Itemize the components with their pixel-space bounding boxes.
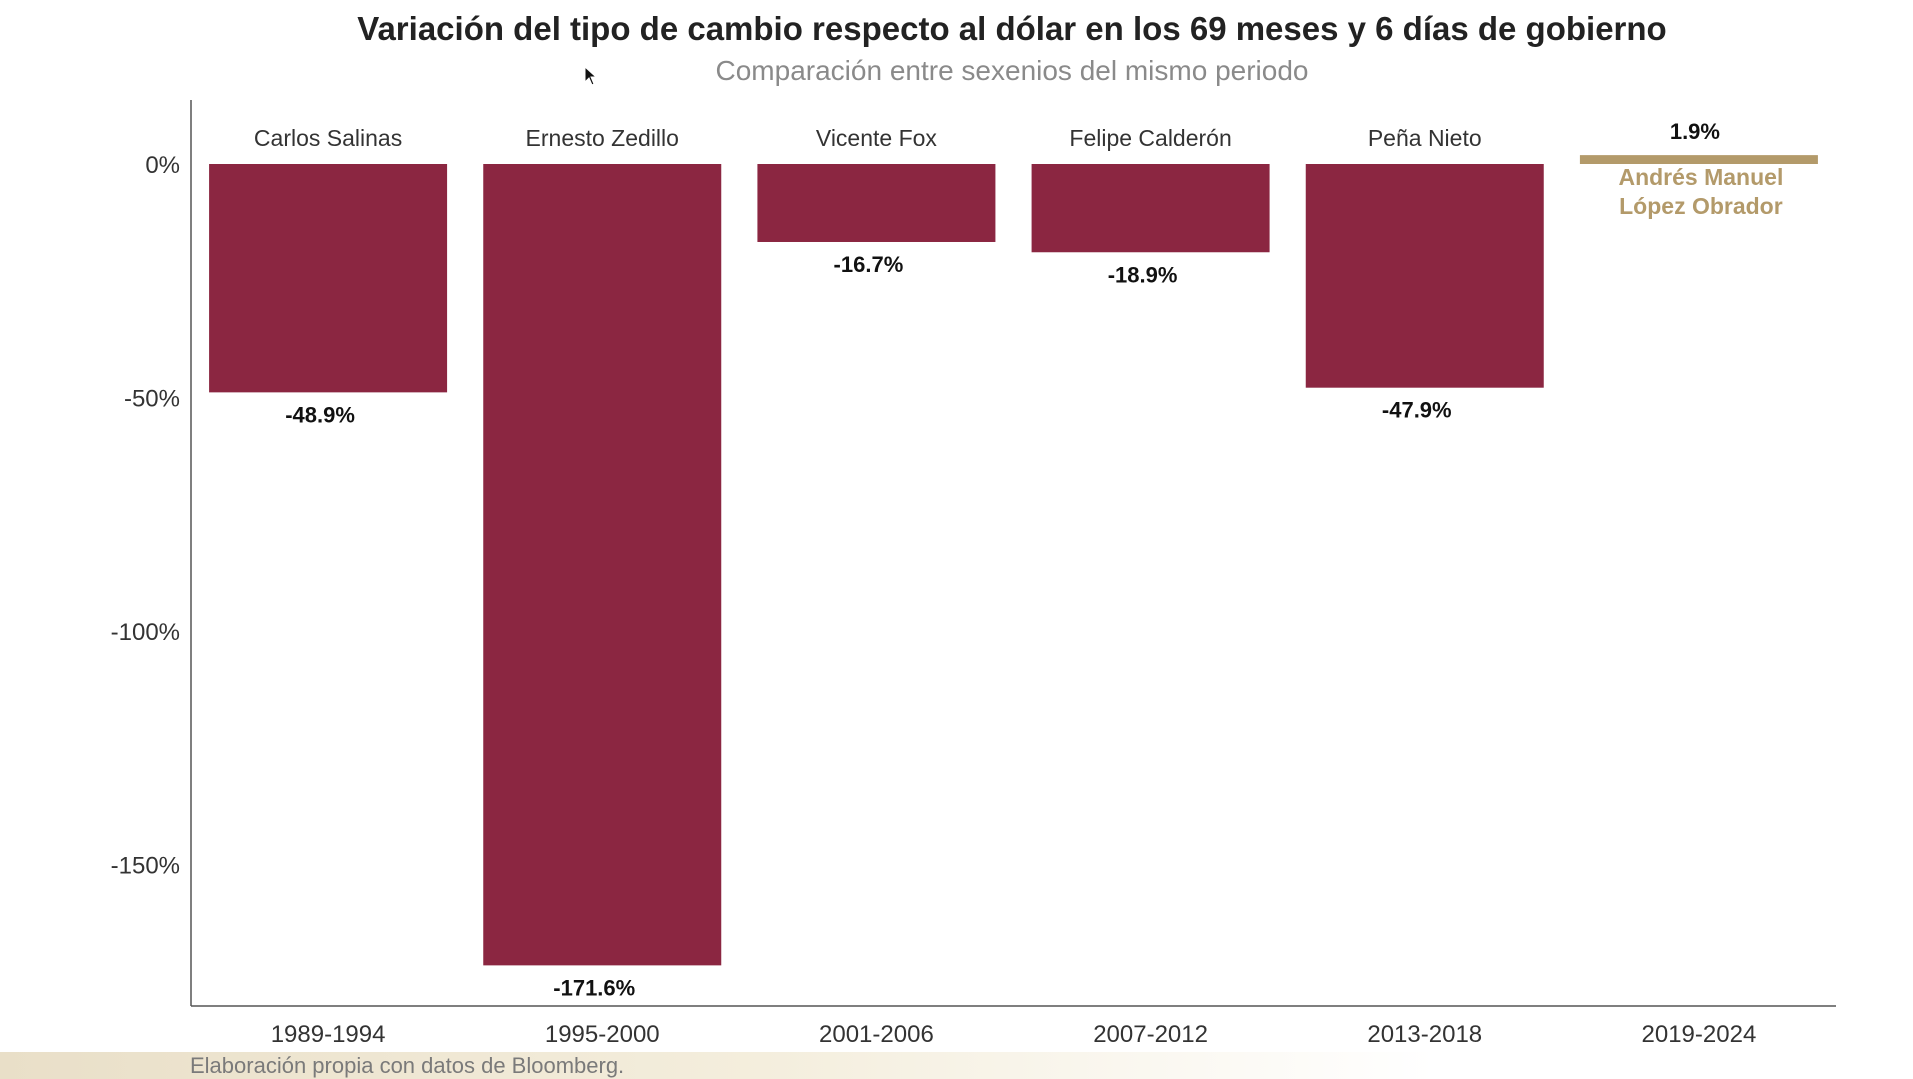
x-tick-label: 2001-2006	[819, 1021, 934, 1048]
chart-subtitle: Comparación entre sexenios del mismo per…	[715, 55, 1309, 86]
data-label: -48.9%	[285, 402, 355, 427]
data-label: 1.9%	[1670, 119, 1720, 144]
mouse-cursor-icon	[584, 66, 598, 86]
bar-name-label: Vicente Fox	[816, 125, 938, 151]
bar-name-label: Peña Nieto	[1368, 125, 1482, 151]
bar	[1305, 164, 1544, 388]
bar	[483, 164, 722, 966]
bar	[209, 164, 448, 393]
bar-name-label: Ernesto Zedillo	[526, 125, 679, 151]
x-tick-label: 1995-2000	[545, 1021, 660, 1048]
bar-highlight	[1579, 155, 1818, 164]
bar-name-label-highlight: López Obrador	[1619, 193, 1783, 219]
y-tick-label: -50%	[124, 386, 180, 413]
x-tick-label: 1989-1994	[271, 1021, 386, 1048]
y-tick-label: -150%	[111, 853, 180, 880]
x-tick-label: 2007-2012	[1093, 1021, 1208, 1048]
data-label: -171.6%	[553, 975, 635, 1000]
bar-name-label: Carlos Salinas	[254, 125, 402, 151]
bar-name-label: Felipe Calderón	[1069, 125, 1231, 151]
y-tick-label: 0%	[145, 152, 180, 179]
bar-name-label-highlight: Andrés Manuel	[1618, 164, 1783, 190]
x-tick-label: 2013-2018	[1367, 1021, 1482, 1048]
y-tick-label: -100%	[111, 619, 180, 646]
data-label: -18.9%	[1108, 262, 1178, 287]
x-tick-label: 2019-2024	[1642, 1021, 1757, 1048]
footer-band	[0, 1052, 1913, 1079]
data-label: -16.7%	[834, 252, 904, 277]
chart-title: Variación del tipo de cambio respecto al…	[357, 10, 1667, 47]
bar	[1031, 164, 1270, 253]
bar	[757, 164, 996, 242]
source-note: Elaboración propia con datos de Bloomber…	[190, 1053, 625, 1078]
data-label: -47.9%	[1382, 398, 1452, 423]
